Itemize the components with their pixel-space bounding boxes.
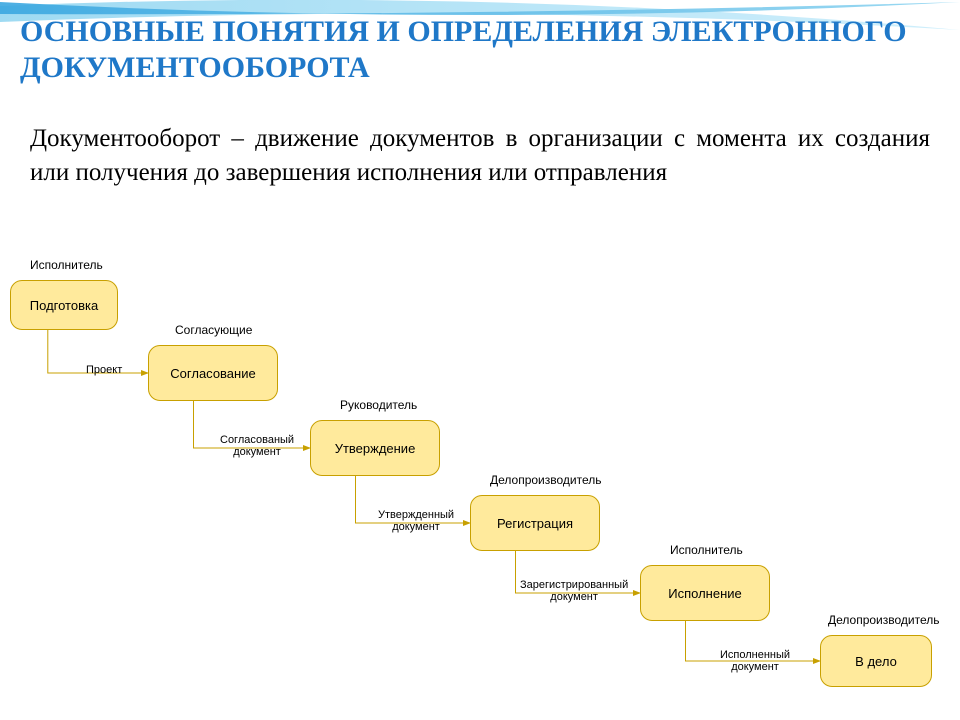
slide-body: Документооборот – движение документов в … — [30, 122, 930, 190]
flow-diagram: Подготовка Исполнитель Согласование Согласу… — [0, 240, 960, 700]
flow-node-n5: Исполнение — [640, 565, 770, 621]
flow-role-n4: Делопроизводитель — [490, 473, 602, 487]
flow-edge-label-n5-n6: Исполненный документ — [720, 650, 790, 673]
title-text: ОСНОВНЫЕ ПОНЯТИЯ И ОПРЕДЕЛЕНИЯ ЭЛЕКТРОНН… — [20, 15, 907, 84]
flow-role-n5: Исполнитель — [670, 543, 743, 557]
flow-edges — [0, 240, 960, 700]
flow-role-n1: Исполнитель — [30, 258, 103, 272]
slide: ОСНОВНЫЕ ПОНЯТИЯ И ОПРЕДЕЛЕНИЯ ЭЛЕКТРОНН… — [0, 0, 960, 720]
flow-edge-label-n1-n2: Проект — [86, 365, 122, 377]
flow-role-n3: Руководитель — [340, 398, 417, 412]
flow-role-n6: Делопроизводитель — [828, 613, 940, 627]
flow-role-n2: Согласующие — [175, 323, 252, 337]
flow-node-n1: Подготовка — [10, 280, 118, 330]
flow-edge-label-n4-n5: Зарегистрированный документ — [520, 580, 628, 603]
flow-node-n4: Регистрация — [470, 495, 600, 551]
body-text: Документооборот – движение документов в … — [30, 125, 930, 186]
flow-node-n2: Согласование — [148, 345, 278, 401]
slide-title: ОСНОВНЫЕ ПОНЯТИЯ И ОПРЕДЕЛЕНИЯ ЭЛЕКТРОНН… — [20, 14, 920, 86]
flow-edge-label-n3-n4: Утвержденный документ — [378, 510, 454, 533]
flow-node-n3: Утверждение — [310, 420, 440, 476]
flow-node-n6: В дело — [820, 635, 932, 687]
flow-edge-label-n2-n3: Согласованый документ — [220, 435, 294, 458]
